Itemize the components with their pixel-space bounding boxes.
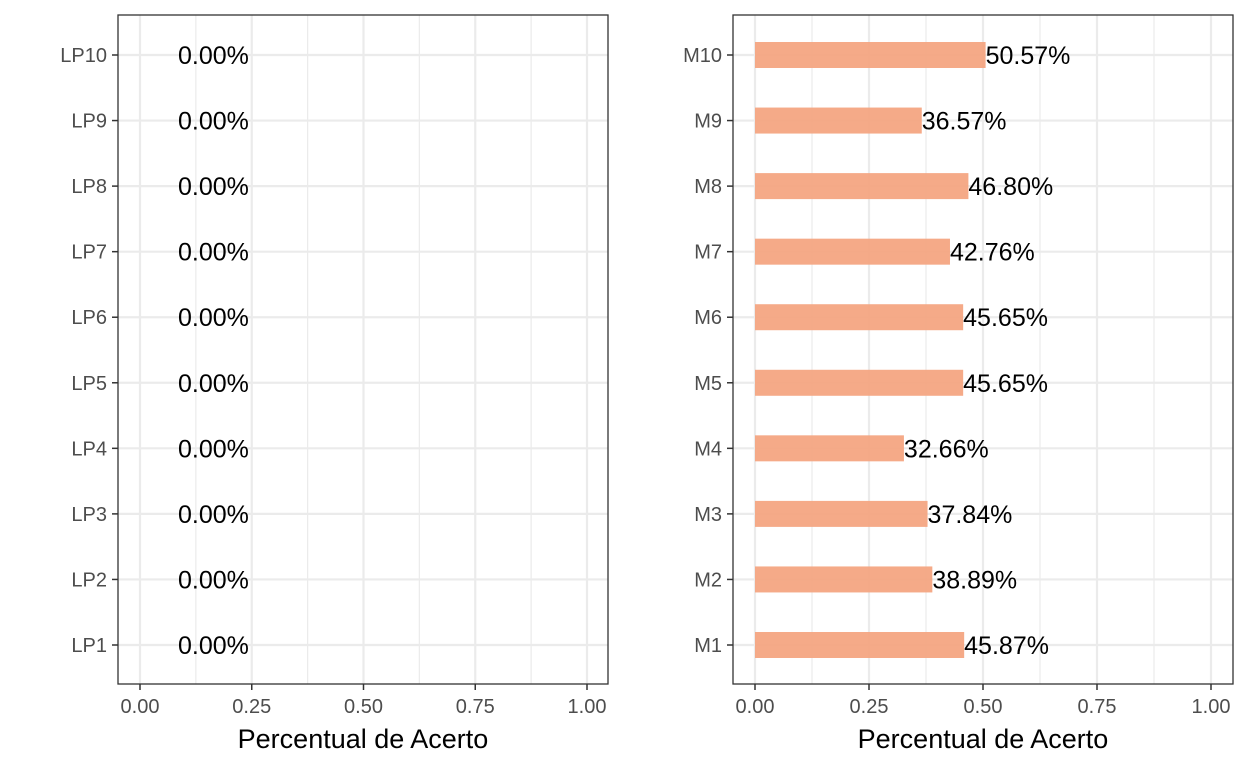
data-label-lp8: 0.00% xyxy=(178,173,249,201)
y-tick-label-lp8: LP8 xyxy=(71,176,107,198)
bar-m6 xyxy=(755,304,964,331)
y-tick-label-m4: M4 xyxy=(694,438,722,460)
y-tick-label-m3: M3 xyxy=(694,504,722,526)
data-label-m9: 36.57% xyxy=(922,108,1007,136)
bar-m3 xyxy=(755,500,928,527)
data-label-lp1: 0.00% xyxy=(178,632,249,660)
y-tick-label-m6: M6 xyxy=(694,307,722,329)
bar-m8 xyxy=(755,173,969,200)
data-label-lp10: 0.00% xyxy=(178,42,249,70)
bar-m1 xyxy=(755,632,965,658)
x-tick-label: 0.25 xyxy=(850,696,889,718)
data-label-lp2: 0.00% xyxy=(178,566,249,594)
y-tick-label-m7: M7 xyxy=(694,242,722,264)
y-tick-label-lp1: LP1 xyxy=(71,635,107,657)
data-label-lp4: 0.00% xyxy=(178,435,249,463)
data-label-m10: 50.57% xyxy=(986,42,1071,70)
y-tick-label-lp10: LP10 xyxy=(60,45,107,67)
x-tick-label: 0.75 xyxy=(1078,696,1117,718)
x-axis-title: Percentual de Acerto xyxy=(858,724,1109,754)
x-axis-title: Percentual de Acerto xyxy=(238,724,489,754)
x-tick-label: 0.50 xyxy=(964,696,1003,718)
y-tick-label-lp2: LP2 xyxy=(71,569,107,591)
bar-m2 xyxy=(755,566,933,593)
y-tick-label-lp9: LP9 xyxy=(71,111,107,133)
y-tick-label-m9: M9 xyxy=(694,111,722,133)
x-tick-label: 0.50 xyxy=(344,696,383,718)
y-tick-label-lp5: LP5 xyxy=(71,373,107,395)
data-label-m5: 45.65% xyxy=(963,370,1048,398)
data-label-lp9: 0.00% xyxy=(178,108,249,136)
x-tick-label: 0.25 xyxy=(232,696,271,718)
x-tick-label: 0.00 xyxy=(121,696,160,718)
y-tick-label-m8: M8 xyxy=(694,176,722,198)
y-tick-label-lp7: LP7 xyxy=(71,242,107,264)
data-label-m2: 38.89% xyxy=(932,566,1017,594)
x-tick-label: 0.75 xyxy=(456,696,495,718)
data-label-lp3: 0.00% xyxy=(178,501,249,529)
y-tick-label-lp4: LP4 xyxy=(71,438,107,460)
y-tick-label-m5: M5 xyxy=(694,373,722,395)
data-label-m8: 46.80% xyxy=(968,173,1053,201)
x-tick-label: 1.00 xyxy=(568,696,607,718)
y-tick-label-m1: M1 xyxy=(694,635,722,657)
data-label-m1: 45.87% xyxy=(964,632,1049,660)
data-label-m3: 37.84% xyxy=(928,501,1013,529)
data-label-lp5: 0.00% xyxy=(178,370,249,398)
y-tick-label-m2: M2 xyxy=(694,569,722,591)
x-tick-label: 1.00 xyxy=(1192,696,1231,718)
data-label-m7: 42.76% xyxy=(950,239,1035,267)
y-tick-label-m10: M10 xyxy=(683,45,722,67)
bar-m10 xyxy=(755,42,986,68)
bar-m5 xyxy=(755,369,964,396)
right-panel: 45.87% 38.89% 37.84% 32.66% 45.65% 45.65% 42.7… xyxy=(683,14,1234,754)
left-panel: 0.00% 0.00% 0.00% 0.00% 0.00% 0.00% 0.00% 0.00%… xyxy=(60,14,609,754)
y-tick-label-lp3: LP3 xyxy=(71,504,107,526)
data-label-m4: 32.66% xyxy=(904,435,989,463)
bar-m9 xyxy=(755,107,922,134)
data-label-lp7: 0.00% xyxy=(178,239,249,267)
y-tick-label-lp6: LP6 xyxy=(71,307,107,329)
data-label-lp6: 0.00% xyxy=(178,304,249,332)
data-label-m6: 45.65% xyxy=(963,304,1048,332)
bar-m7 xyxy=(755,238,950,265)
x-tick-label: 0.00 xyxy=(736,696,775,718)
bar-m4 xyxy=(755,435,904,462)
